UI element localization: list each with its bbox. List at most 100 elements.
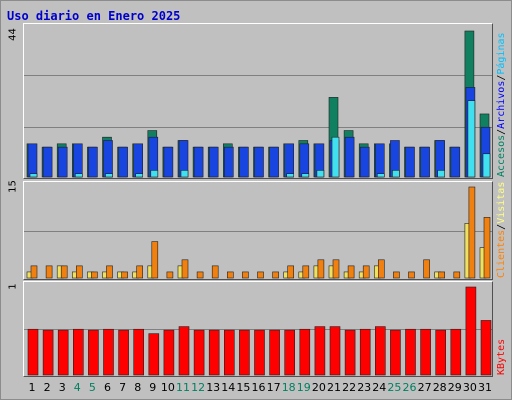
x-tick-label: 19 [296, 381, 311, 394]
bar-kbytes-day-14 [224, 329, 235, 376]
x-tick-label: 5 [88, 381, 96, 394]
legend-entry: / [496, 128, 507, 135]
x-tick-label: 1 [28, 381, 36, 394]
bar-archivos-day-4 [72, 143, 83, 178]
bar-archivos-day-24 [374, 143, 385, 178]
bar-kbytes-day-12 [193, 329, 205, 376]
bar-clientes-day-12 [196, 271, 204, 279]
bar-archivos-day-23 [359, 146, 370, 178]
panel-visitors-visits [23, 181, 493, 280]
panel-2-legend: Clientes/Visitas [495, 181, 509, 278]
bar-kbytes-day-28 [435, 329, 447, 376]
bar-clientes-day-8 [136, 265, 143, 279]
panel-3-plot [24, 286, 492, 376]
x-tick-label: 7 [119, 381, 127, 394]
bar-kbytes-day-16 [254, 329, 265, 376]
bar-paginas-day-24 [376, 173, 385, 178]
bar-kbytes-day-20 [314, 326, 326, 376]
bar-kbytes-day-5 [88, 329, 99, 376]
bar-clientes-day-9 [151, 241, 159, 279]
bar-archivos-day-15 [239, 146, 249, 178]
legend-entry: Archivos [496, 80, 507, 129]
x-tick-label: 22 [342, 381, 357, 394]
bar-archivos-day-19 [299, 143, 310, 178]
legend-entry: / [496, 74, 507, 81]
legend-entry: / [496, 223, 507, 230]
panel-kbytes [23, 281, 493, 377]
bar-kbytes-day-23 [359, 328, 371, 376]
x-tick-label: 10 [160, 381, 175, 394]
x-tick-label: 20 [311, 381, 326, 394]
x-tick-label: 21 [327, 381, 341, 394]
x-tick-label: 30 [462, 381, 477, 394]
panel-1-plot [24, 30, 492, 178]
bar-kbytes-day-8 [133, 328, 144, 376]
bar-kbytes-day-3 [57, 329, 69, 376]
bar-paginas-day-30 [467, 100, 476, 178]
bar-clientes-day-27 [423, 259, 430, 279]
bar-archivos-day-1 [27, 143, 38, 178]
bar-clientes-day-16 [257, 271, 264, 279]
bar-kbytes-day-22 [344, 329, 356, 376]
panel-3-ymax-label: 1 [7, 283, 19, 290]
x-tick-label: 11 [176, 381, 190, 394]
x-tick-label: 4 [73, 381, 81, 394]
bar-kbytes-day-24 [374, 326, 386, 376]
bar-clientes-day-6 [106, 265, 113, 279]
x-tick-label: 31 [478, 381, 492, 394]
bar-paginas-day-21 [331, 136, 340, 178]
bar-clientes-day-21 [332, 259, 340, 279]
bar-paginas-day-19 [301, 173, 310, 178]
bar-kbytes-day-25 [390, 329, 401, 376]
x-tick-label: 8 [134, 381, 142, 394]
bar-kbytes-day-13 [208, 329, 220, 376]
bar-clientes-day-7 [121, 271, 128, 279]
x-tick-label: 16 [251, 381, 266, 394]
bar-archivos-day-18 [284, 143, 295, 178]
x-tick-label: 2 [43, 381, 51, 394]
x-tick-label: 26 [402, 381, 417, 394]
panel-3-legend: KBytes [495, 321, 509, 375]
legend-entry: KBytes [496, 338, 507, 375]
bar-kbytes-day-27 [420, 328, 431, 376]
x-tick-label: 23 [357, 381, 372, 394]
bar-kbytes-day-2 [42, 329, 54, 376]
x-tick-label: 6 [104, 381, 111, 394]
bar-kbytes-day-1 [27, 328, 39, 376]
bar-archivos-day-14 [224, 146, 234, 178]
bar-clientes-day-17 [272, 271, 279, 279]
bar-kbytes-day-26 [405, 328, 416, 376]
x-tick-label: 27 [417, 381, 432, 394]
bar-clientes-day-1 [30, 265, 38, 279]
x-tick-label: 12 [191, 381, 206, 394]
bar-archivos-day-16 [254, 146, 264, 178]
bar-archivos-day-27 [420, 146, 430, 178]
bar-clientes-day-11 [181, 259, 189, 279]
bar-clientes-day-20 [317, 259, 325, 279]
bar-kbytes-day-21 [329, 326, 341, 376]
x-tick-label: 14 [221, 381, 236, 394]
bar-paginas-day-18 [286, 173, 295, 178]
bar-clientes-day-15 [242, 271, 249, 279]
bar-kbytes-day-29 [450, 328, 462, 376]
bar-paginas-day-8 [135, 173, 143, 178]
bar-paginas-day-6 [105, 173, 113, 178]
bar-paginas-day-4 [74, 173, 83, 178]
x-tick-label: 25 [387, 381, 402, 394]
bar-kbytes-day-10 [163, 329, 175, 376]
x-tick-label: 28 [432, 381, 447, 394]
bar-paginas-day-31 [482, 153, 491, 178]
x-tick-label: 3 [58, 381, 66, 394]
legend-entry: Páginas [496, 32, 507, 75]
bar-clientes-day-4 [75, 265, 83, 279]
panel-hits-files-pages [23, 23, 493, 179]
bar-archivos-day-5 [88, 146, 98, 178]
bar-clientes-day-5 [91, 271, 98, 279]
bar-clientes-day-23 [362, 265, 370, 279]
chart-title: Uso diario en Enero 2025 [7, 9, 181, 23]
bar-kbytes-day-15 [239, 329, 250, 376]
bar-kbytes-day-4 [72, 328, 84, 376]
bar-clientes-day-25 [393, 271, 400, 279]
bar-clientes-day-10 [166, 271, 174, 279]
x-tick-label: 18 [281, 381, 296, 394]
